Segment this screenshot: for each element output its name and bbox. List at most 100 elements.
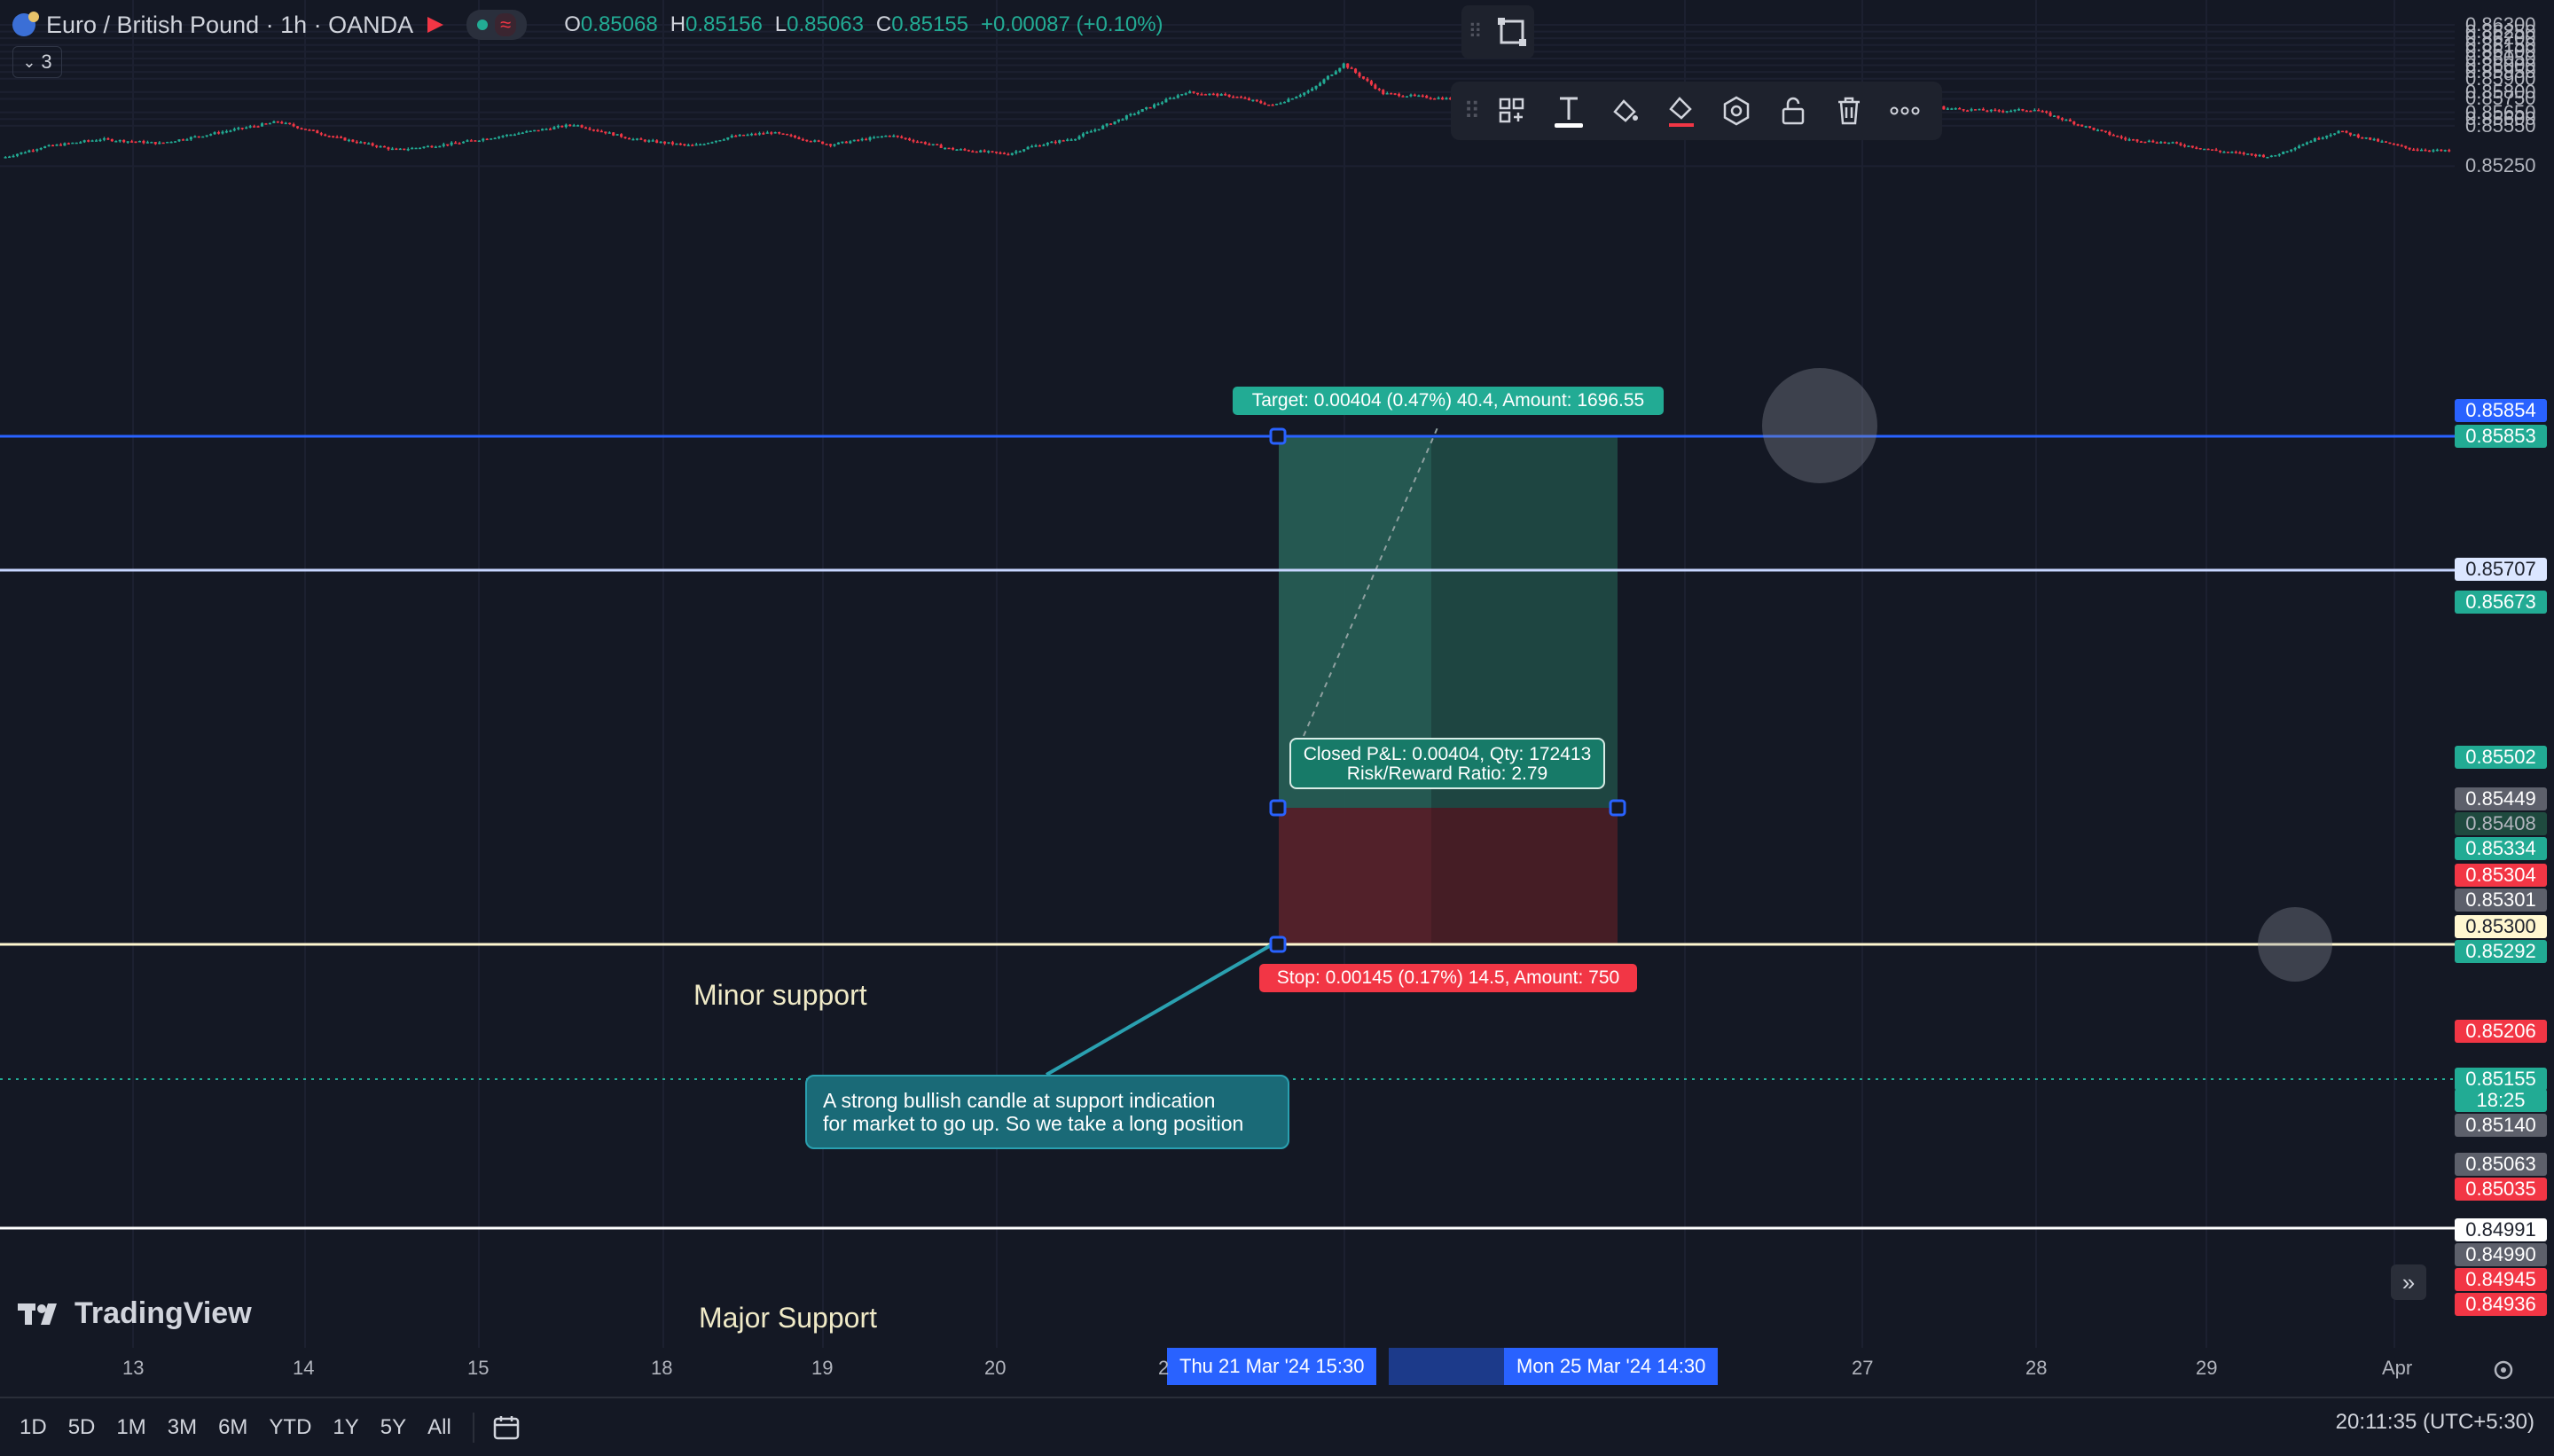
candle-body[interactable] [936,144,939,145]
handle-target-left[interactable] [1269,427,1287,445]
settings-button[interactable] [1709,86,1765,136]
candle-body[interactable] [1445,98,1448,100]
candle-body[interactable] [319,133,323,135]
candle-body[interactable] [1137,112,1140,114]
candle-body[interactable] [1282,101,1286,104]
candle-body[interactable] [23,152,27,154]
candle-body[interactable] [485,138,489,141]
candle-body[interactable] [655,140,659,143]
candle-body[interactable] [2104,130,2107,133]
symbol-header[interactable]: Euro / British Pound · 1h · OANDA ≈ O0.8… [12,7,1163,43]
candle-body[interactable] [2297,145,2301,149]
candle-body[interactable] [2261,154,2265,158]
candle-body[interactable] [268,122,271,125]
candle-body[interactable] [2025,110,2028,113]
candle-body[interactable] [1208,93,1211,96]
stop-label[interactable]: Stop: 0.00145 (0.17%) 14.5, Amount: 750 [1259,964,1637,992]
candle-body[interactable] [272,121,276,123]
handle-entry-right[interactable] [1609,799,1626,817]
candle-body[interactable] [544,129,548,130]
candle-body[interactable] [904,137,907,139]
candle-body[interactable] [604,131,607,134]
candle-body[interactable] [691,145,694,146]
candle-body[interactable] [892,135,896,137]
candle-body[interactable] [1354,68,1358,74]
candle-body[interactable] [1366,78,1369,82]
candle-body[interactable] [1405,96,1408,98]
candle-body[interactable] [963,149,967,151]
candle-body[interactable] [1361,76,1366,79]
candle-body[interactable] [1172,98,1176,99]
candle-body[interactable] [1121,119,1124,121]
candle-body[interactable] [1338,67,1342,72]
templates-button[interactable] [1485,86,1540,136]
candle-body[interactable] [197,136,200,138]
candle-body[interactable] [497,137,501,138]
candle-body[interactable] [801,138,804,141]
candle-body[interactable] [683,144,686,146]
candle-body[interactable] [2333,133,2337,135]
candle-body[interactable] [1132,114,1136,115]
candle-body[interactable] [734,136,738,137]
market-status-pill[interactable]: ≈ [466,10,528,40]
candle-body[interactable] [920,141,923,144]
candle-body[interactable] [560,125,564,128]
candle-body[interactable] [288,122,292,125]
candle-body[interactable] [403,148,406,151]
candle-body[interactable] [2080,124,2084,127]
candle-body[interactable] [643,139,646,142]
candle-body[interactable] [2203,148,2206,151]
candle-body[interactable] [639,138,643,140]
candle-body[interactable] [256,126,260,128]
range-6m[interactable]: 6M [218,1414,248,1439]
candle-body[interactable] [1306,90,1310,93]
candle-body[interactable] [1164,98,1168,103]
candle-body[interactable] [702,144,706,145]
candle-body[interactable] [169,141,173,144]
candle-body[interactable] [311,129,315,131]
candle-body[interactable] [450,142,453,145]
candle-body[interactable] [1203,94,1207,96]
candle-body[interactable] [446,144,450,146]
candle-body[interactable] [762,133,765,135]
candle-body[interactable] [248,126,252,128]
candle-body[interactable] [87,140,90,142]
candle-body[interactable] [994,151,999,153]
candle-body[interactable] [1369,81,1373,85]
candle-body[interactable] [300,128,303,130]
candle-body[interactable] [923,142,927,145]
candle-body[interactable] [71,142,74,145]
candle-body[interactable] [912,140,915,142]
candle-body[interactable] [20,152,23,154]
candle-body[interactable] [2356,134,2360,137]
candle-body[interactable] [2163,142,2166,144]
candle-body[interactable] [852,139,856,142]
candle-body[interactable] [844,141,848,144]
indicators-collapse-button[interactable]: ⌄ 3 [12,46,62,78]
candle-body[interactable] [422,146,426,148]
candle-body[interactable] [482,138,485,141]
candle-body[interactable] [466,140,469,142]
candle-body[interactable] [134,141,137,144]
range-1y[interactable]: 1Y [333,1414,359,1439]
candle-body[interactable] [2010,110,2013,113]
candle-body[interactable] [118,139,121,142]
stop-zone[interactable] [1279,808,1618,944]
candle-body[interactable] [153,142,157,145]
candle-body[interactable] [1219,94,1223,97]
go-to-date-icon[interactable] [492,1414,522,1441]
candle-body[interactable] [1433,98,1437,100]
candle-body[interactable] [2258,154,2261,157]
candle-body[interactable] [667,142,670,144]
candle-body[interactable] [1180,94,1184,96]
candle-body[interactable] [1239,97,1243,98]
candle-body[interactable] [284,122,287,125]
candle-body[interactable] [94,140,98,142]
candle-body[interactable] [1148,106,1152,109]
candle-body[interactable] [1097,129,1101,131]
candle-body[interactable] [1002,153,1006,154]
candle-body[interactable] [607,132,611,134]
candle-body[interactable] [2096,129,2100,131]
candle-body[interactable] [580,125,584,128]
candle-body[interactable] [2029,110,2033,113]
